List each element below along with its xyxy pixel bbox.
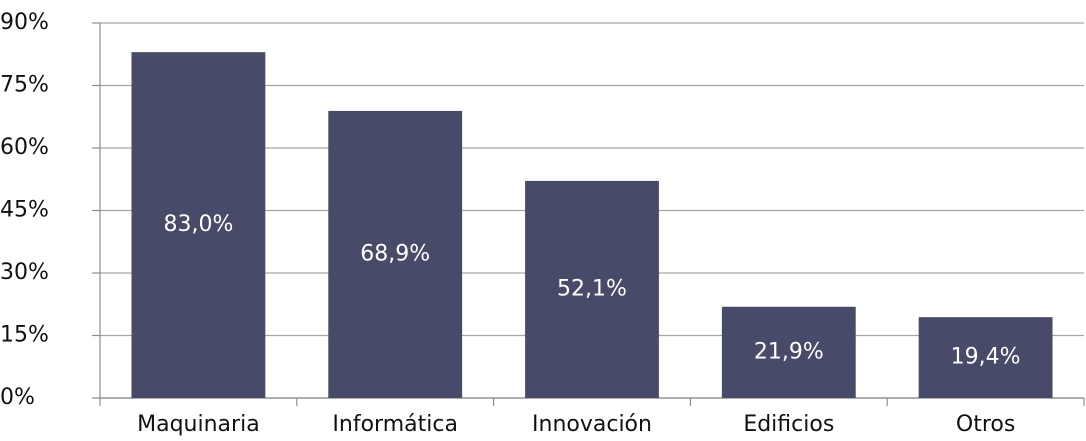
x-tick-label: Informática xyxy=(332,412,458,437)
y-tick-label: 45% xyxy=(0,198,49,223)
bar xyxy=(525,180,659,398)
data-label: 19,4% xyxy=(951,345,1021,370)
x-tick-label: Otros xyxy=(956,412,1015,437)
y-tick-label: 30% xyxy=(0,260,49,285)
data-label: 83,0% xyxy=(163,212,233,237)
y-tick-label: 15% xyxy=(0,323,49,348)
y-tick-label: 75% xyxy=(0,73,49,98)
data-label: 52,1% xyxy=(557,276,627,301)
x-tick-label: Edificios xyxy=(743,412,834,437)
x-tick-label: Maquinaria xyxy=(137,412,260,437)
bar xyxy=(721,306,856,398)
y-tick-label: 90% xyxy=(0,10,49,35)
bar xyxy=(131,52,266,399)
y-tick-label: 0% xyxy=(0,385,35,410)
x-tick-label: Innovación xyxy=(532,412,652,437)
bar xyxy=(328,110,463,399)
bar xyxy=(918,317,1053,398)
data-label: 68,9% xyxy=(360,241,430,266)
data-label: 21,9% xyxy=(754,339,824,364)
y-tick-label: 60% xyxy=(0,135,49,160)
